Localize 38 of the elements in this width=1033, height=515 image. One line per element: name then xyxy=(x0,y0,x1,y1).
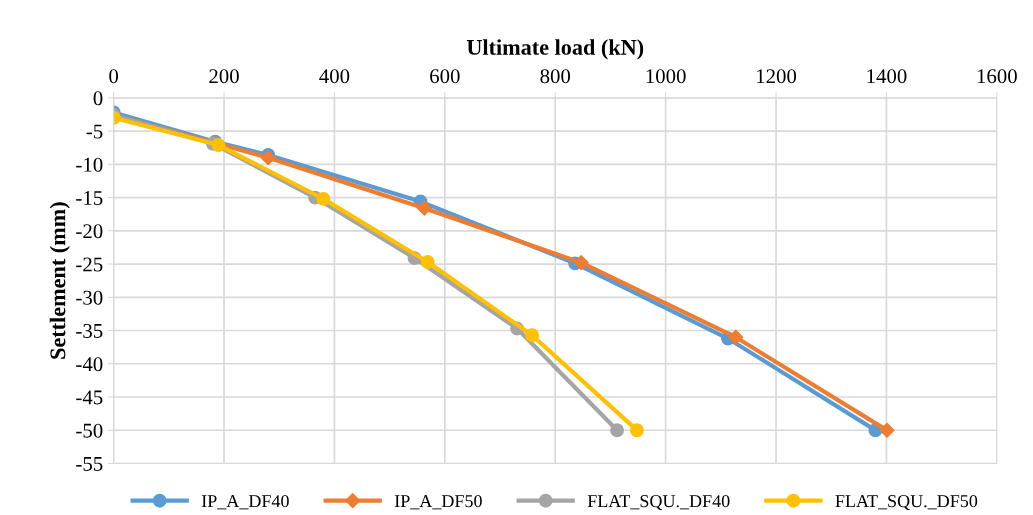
x-tick-label: 200 xyxy=(209,69,239,84)
point xyxy=(879,422,895,438)
x-tick-label: 1200 xyxy=(757,69,797,84)
x-tick-label: 1000 xyxy=(646,69,686,84)
point xyxy=(420,255,435,270)
legend-label: FLAT_SQU._DF40 xyxy=(587,495,730,510)
y-tick-label: -55 xyxy=(76,457,103,471)
x-tick-label: 800 xyxy=(540,69,571,84)
x-axis-title: Ultimate load (kN) xyxy=(466,39,644,60)
y-tick-label: -40 xyxy=(76,357,103,372)
legend-label: FLAT_SQU._DF50 xyxy=(835,495,978,510)
point xyxy=(416,200,432,216)
y-tick-label: -25 xyxy=(76,257,103,272)
point xyxy=(573,255,589,271)
point xyxy=(525,328,539,343)
y-axis-title: Settlement (mm) xyxy=(49,202,70,359)
x-tick-label: 400 xyxy=(319,69,350,84)
point xyxy=(610,423,625,438)
point xyxy=(316,191,331,206)
point xyxy=(260,150,276,166)
x-tick-label: 1600 xyxy=(977,69,1017,84)
y-tick-label: -5 xyxy=(86,124,103,139)
y-tick-label: -50 xyxy=(76,423,103,438)
x-tick-label: 600 xyxy=(430,69,460,84)
y-tick-label: 0 xyxy=(93,91,103,106)
x-tick-label: 0 xyxy=(109,69,119,84)
y-tick-label: -10 xyxy=(76,157,103,172)
y-tick-label: -15 xyxy=(76,191,103,206)
y-tick-label: -30 xyxy=(76,290,103,305)
legend-label: IP_A_DF50 xyxy=(394,495,482,510)
y-tick-label: -20 xyxy=(76,224,103,239)
point xyxy=(728,329,744,345)
y-tick-label: -35 xyxy=(76,323,103,338)
point xyxy=(629,423,644,438)
y-tick-label: -45 xyxy=(76,390,103,405)
point xyxy=(211,138,226,152)
legend-label: IP_A_DF40 xyxy=(201,495,289,510)
x-tick-label: 1400 xyxy=(867,69,907,84)
